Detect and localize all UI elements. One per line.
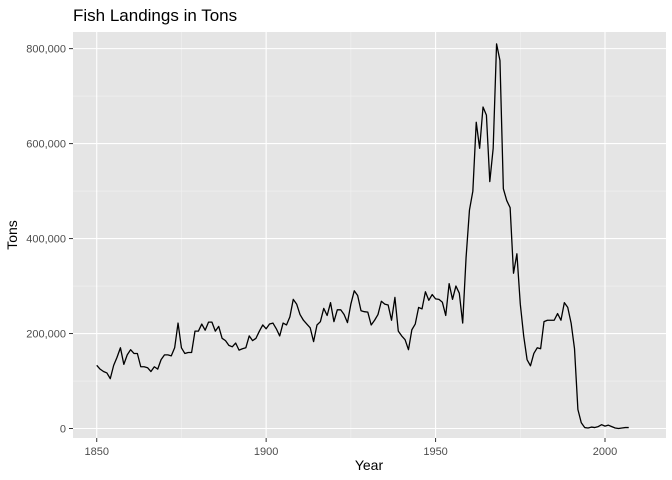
y-tick-label: 600,000 — [26, 139, 66, 151]
chart-title: Fish Landings in Tons — [73, 6, 237, 25]
series-line — [96, 43, 629, 430]
series-layer — [96, 43, 629, 430]
plot-panel — [73, 32, 666, 438]
x-tick-label: 1900 — [254, 446, 278, 458]
x-axis-ticks: 1850 1900 1950 2000 — [84, 438, 617, 458]
x-tick-label: 2000 — [593, 446, 617, 458]
x-tick-label: 1850 — [84, 446, 108, 458]
y-tick-label: 200,000 — [26, 329, 66, 341]
y-tick-label: 400,000 — [26, 234, 66, 246]
major-gridlines — [73, 32, 666, 438]
x-axis-title: Year — [355, 457, 384, 473]
minor-gridlines — [73, 32, 666, 438]
y-tick-label: 800,000 — [26, 44, 66, 56]
y-tick-label: 0 — [60, 424, 66, 436]
y-axis-title: Tons — [4, 220, 20, 250]
y-axis-ticks: 0 200,000 400,000 600,000 800,000 — [26, 44, 73, 436]
x-tick-label: 1950 — [423, 446, 447, 458]
